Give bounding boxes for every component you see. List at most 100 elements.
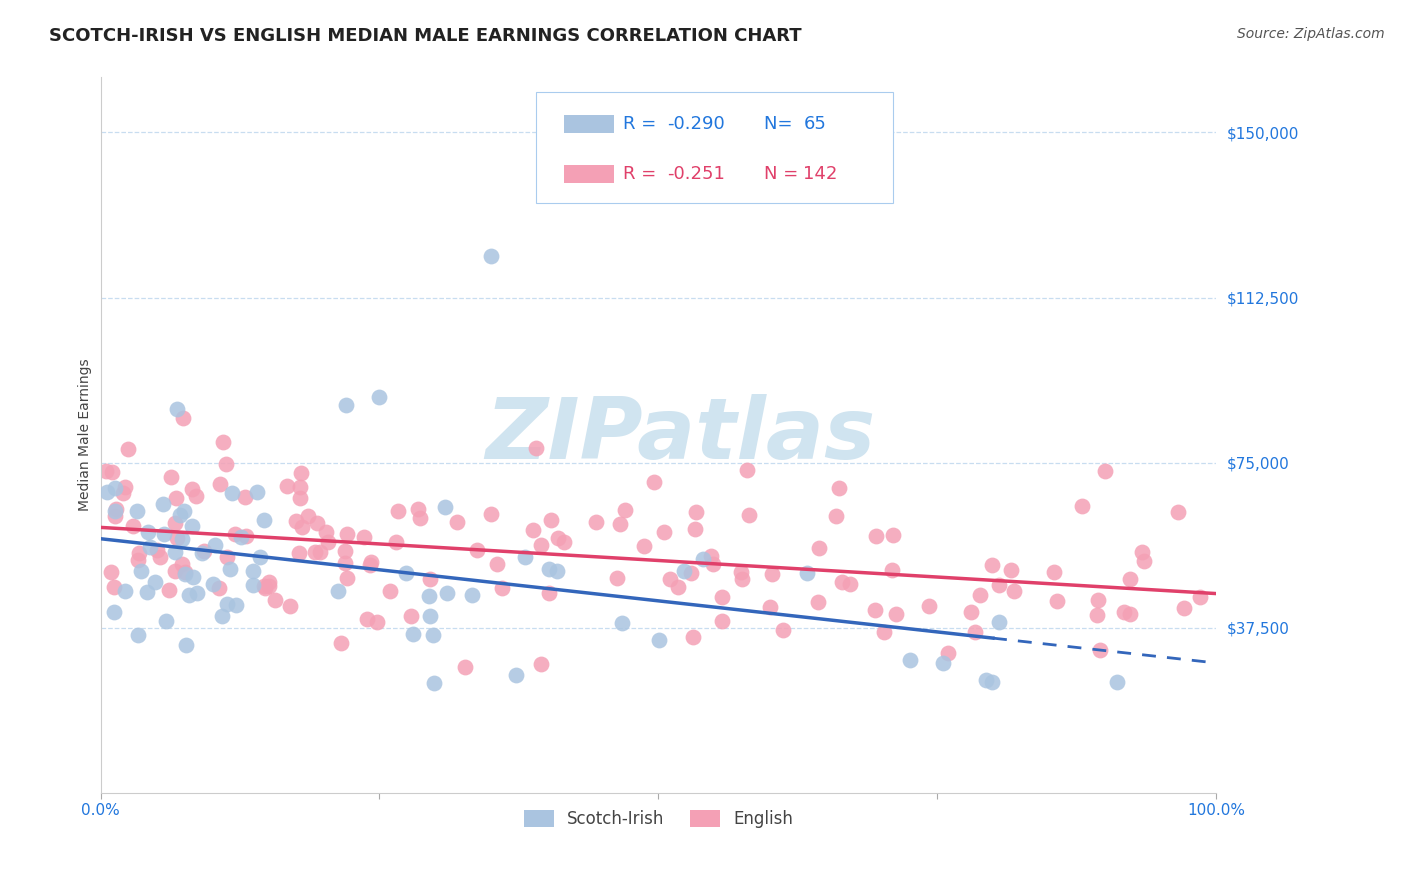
Point bbox=[259, 579, 281, 593]
Point bbox=[127, 628, 149, 642]
Bar bbox=[564, 115, 614, 133]
Point bbox=[146, 543, 169, 558]
Point bbox=[183, 570, 205, 584]
Point bbox=[165, 545, 187, 559]
Point bbox=[1112, 605, 1135, 619]
Point bbox=[96, 485, 118, 500]
Point bbox=[290, 480, 312, 494]
Point bbox=[128, 546, 150, 560]
Point bbox=[772, 624, 794, 638]
Point bbox=[218, 562, 240, 576]
Point bbox=[242, 578, 264, 592]
Point bbox=[828, 482, 851, 496]
Point bbox=[446, 515, 468, 529]
Point bbox=[305, 516, 328, 530]
FancyBboxPatch shape bbox=[536, 92, 893, 202]
Point bbox=[333, 556, 356, 570]
Point bbox=[330, 636, 353, 650]
Point bbox=[540, 513, 562, 527]
Point bbox=[1130, 545, 1153, 559]
Bar bbox=[564, 165, 614, 183]
Point bbox=[380, 583, 402, 598]
Legend: Scotch-Irish, English: Scotch-Irish, English bbox=[517, 803, 800, 834]
Point bbox=[974, 673, 997, 687]
Point bbox=[207, 581, 229, 595]
Point bbox=[730, 566, 752, 580]
Point bbox=[100, 565, 122, 579]
Point bbox=[259, 575, 281, 590]
Point bbox=[980, 558, 1002, 572]
Point bbox=[873, 625, 896, 640]
Point bbox=[838, 577, 860, 591]
Point bbox=[231, 530, 253, 544]
Point bbox=[882, 528, 904, 542]
Text: 65: 65 bbox=[803, 115, 827, 133]
Point bbox=[333, 544, 356, 558]
Text: 142: 142 bbox=[803, 165, 838, 183]
Point bbox=[186, 586, 208, 600]
Point bbox=[731, 572, 754, 586]
Point bbox=[174, 638, 197, 652]
Point bbox=[987, 578, 1010, 592]
Point bbox=[401, 627, 423, 641]
Point bbox=[149, 550, 172, 565]
Point bbox=[918, 599, 941, 613]
Point bbox=[465, 543, 488, 558]
Text: Source: ZipAtlas.com: Source: ZipAtlas.com bbox=[1237, 27, 1385, 41]
Point bbox=[433, 500, 456, 514]
Point bbox=[143, 575, 166, 590]
Point bbox=[423, 675, 446, 690]
Point bbox=[702, 557, 724, 571]
Point bbox=[335, 398, 357, 412]
Point bbox=[336, 526, 359, 541]
Point bbox=[179, 588, 201, 602]
Y-axis label: Median Male Earnings: Median Male Earnings bbox=[79, 359, 93, 511]
Point bbox=[112, 486, 135, 500]
Point bbox=[395, 566, 418, 580]
Point bbox=[184, 489, 207, 503]
Point bbox=[685, 505, 707, 519]
Point bbox=[366, 615, 388, 629]
Point bbox=[316, 535, 339, 549]
Point bbox=[408, 510, 430, 524]
Point bbox=[648, 632, 671, 647]
Point bbox=[285, 514, 308, 528]
Point bbox=[193, 543, 215, 558]
Point bbox=[304, 545, 326, 559]
Point bbox=[157, 583, 180, 598]
Point bbox=[408, 502, 430, 516]
Point bbox=[981, 674, 1004, 689]
Point bbox=[225, 599, 247, 613]
Point bbox=[643, 475, 665, 490]
Point bbox=[652, 524, 675, 539]
Point bbox=[288, 491, 311, 506]
Point bbox=[309, 545, 332, 559]
Point bbox=[666, 580, 689, 594]
Point bbox=[166, 401, 188, 416]
Point bbox=[807, 595, 830, 609]
Point bbox=[170, 557, 193, 571]
Point bbox=[886, 607, 908, 621]
Point bbox=[807, 541, 830, 555]
Point bbox=[117, 442, 139, 456]
Point bbox=[685, 522, 707, 536]
Point bbox=[1046, 594, 1069, 608]
Point bbox=[136, 584, 159, 599]
Point bbox=[865, 529, 887, 543]
Point bbox=[253, 581, 276, 595]
Point bbox=[387, 504, 409, 518]
Point bbox=[479, 507, 502, 521]
Point bbox=[114, 480, 136, 494]
Point bbox=[173, 565, 195, 579]
Point bbox=[290, 467, 312, 481]
Text: -0.251: -0.251 bbox=[668, 165, 725, 183]
Point bbox=[530, 538, 553, 552]
Point bbox=[422, 628, 444, 642]
Point bbox=[165, 564, 187, 578]
Point bbox=[479, 249, 502, 263]
Point bbox=[191, 546, 214, 560]
Point bbox=[290, 519, 312, 533]
Point bbox=[418, 589, 440, 603]
Point bbox=[491, 581, 513, 595]
Point bbox=[633, 539, 655, 553]
